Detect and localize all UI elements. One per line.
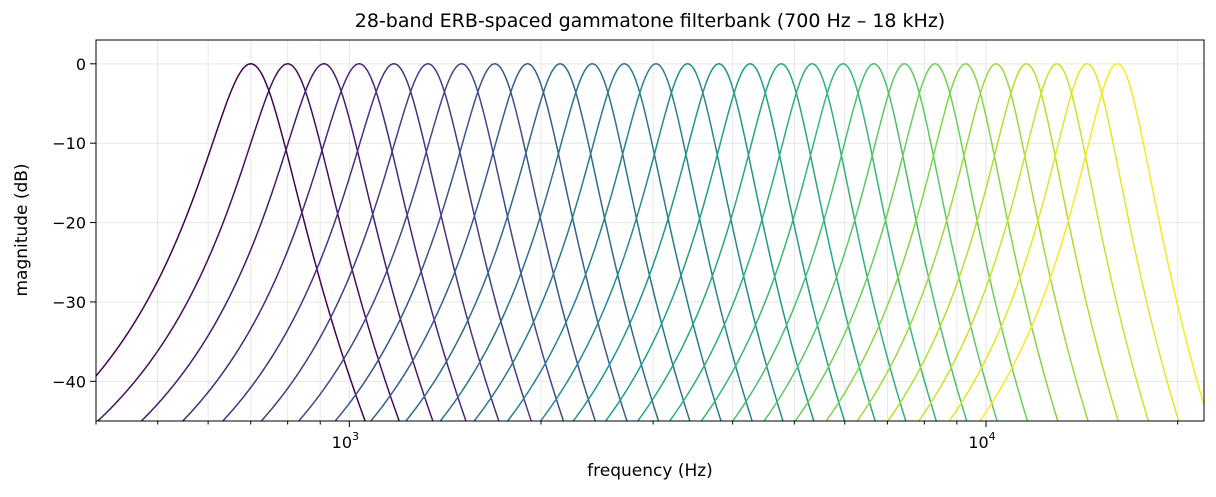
y-axis-ticks: 0 −10 −20 −30 −40 — [52, 55, 96, 391]
filter-curve — [978, 63, 1204, 421]
chart-title: 28-band ERB-spaced gammatone filterbank … — [355, 10, 945, 32]
y-axis-label: magnitude (dB) — [12, 163, 32, 296]
filter-curve — [96, 63, 366, 421]
x-axis-label: frequency (Hz) — [587, 461, 713, 481]
y-tick-label: −10 — [52, 134, 86, 153]
filter-curve — [334, 63, 597, 421]
filter-curve — [763, 63, 998, 421]
filter-curve — [887, 63, 1120, 421]
filter-curve — [917, 63, 1150, 421]
y-tick-label: −30 — [52, 293, 86, 312]
filter-curve — [140, 63, 434, 421]
x-axis-ticks: 103 104 — [95, 421, 1179, 452]
filter-curve — [506, 63, 753, 421]
filter-curve — [794, 63, 1029, 421]
filter-curve — [473, 63, 722, 421]
filter-curve — [439, 63, 691, 421]
filter-curve — [668, 63, 907, 421]
y-tick-label: 0 — [76, 55, 86, 74]
filter-curve — [731, 63, 968, 421]
y-tick-label: −20 — [52, 214, 86, 233]
filter-curve — [181, 63, 467, 421]
y-tick-label: −40 — [52, 372, 86, 391]
x-tick-label: 104 — [968, 430, 995, 452]
filter-curve — [260, 63, 533, 421]
grid-lines — [95, 40, 1204, 421]
x-tick-label: 103 — [332, 430, 359, 452]
filter-curve — [636, 63, 876, 421]
filter-curve — [604, 63, 846, 421]
filter-curve — [948, 63, 1180, 421]
filter-curve — [572, 63, 815, 421]
filter-curves — [96, 63, 1204, 421]
filter-curve — [221, 63, 500, 421]
filter-curve — [369, 63, 628, 421]
filter-curve — [825, 63, 1059, 421]
filter-curve — [96, 63, 400, 421]
filter-curve — [297, 63, 565, 421]
plot-frame — [95, 39, 1205, 422]
